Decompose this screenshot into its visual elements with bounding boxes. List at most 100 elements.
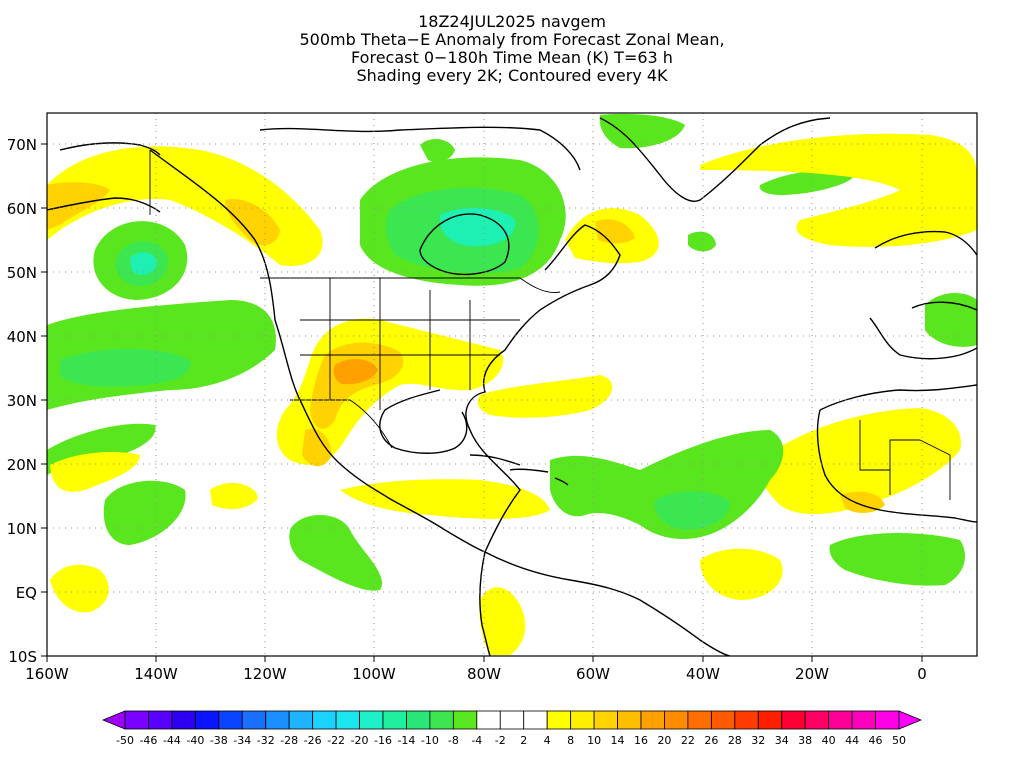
lat-label-60n: 60N [7,200,37,218]
coast-alaska [59,142,161,156]
title-line-1: 18Z24JUL2025 navgem [418,12,606,31]
title-line-4: Shading every 2K; Contoured every 4K [356,66,668,85]
lon-tick-labels: 160W 140W 120W 100W 80W 60W 40W 20W 0 [25,665,927,683]
colorbar-box [828,710,853,730]
colorbar-label: 14 [611,734,625,747]
lon-label-100w: 100W [352,665,396,683]
shade-pos-trop-atlantic [700,548,783,600]
colorbar-label: 32 [751,734,765,747]
colorbar-label: -38 [210,734,228,747]
colorbar-box [781,710,806,730]
lat-label-30n: 30N [7,392,37,410]
colorbar-label: 44 [845,734,859,747]
colorbar-label: -46 [139,734,157,747]
shade-neg-gulf-guinea [829,533,965,586]
shade-neg-gulf-alaska-center [130,252,157,275]
colorbar-label: -14 [397,734,415,747]
colorbar-box [406,710,431,730]
borders [149,150,951,500]
border-africa [859,420,951,500]
lat-label-10n: 10N [7,520,37,538]
colorbar-box [546,710,572,730]
colorbar-label: 20 [657,734,671,747]
coast-caribbean [469,454,569,486]
coast-hudson-bay [419,213,510,276]
colorbar-label: 26 [704,734,718,747]
colorbar-box [804,710,830,730]
colorbar-label: 10 [587,734,601,747]
shade-neg-greenland [599,113,685,149]
colorbar-box [218,710,243,730]
lat-tick-labels: 70N 60N 50N 40N 30N 20N 10N EQ 10S [7,136,37,666]
colorbar-label: 28 [728,734,742,747]
colorbar-label: -32 [257,734,275,747]
colorbar-box [757,710,783,730]
colorbar-box [875,710,900,730]
colorbar-label: -10 [421,734,439,747]
colorbar-label: 2 [520,734,527,747]
colorbar-box [335,710,360,730]
title-line-2: 500mb Theta−E Anomaly from Forecast Zona… [299,30,725,49]
coast-gulf-mexico [379,389,468,454]
chart-title: 18Z24JUL2025 navgem 500mb Theta−E Anomal… [0,0,1024,85]
colorbar-box [570,710,595,730]
colorbar-box [617,710,642,730]
colorbar-box [265,710,290,730]
tick-marks-lat [41,143,47,657]
colorbar-labels: -50 -46 -44 -40 -38 -34 -32 -28 -26 -22 -20 -16 -14-… [116,734,906,747]
colorbar-box [687,710,712,730]
border-us-mexico [290,399,393,449]
colorbar-box [452,710,478,730]
colorbar-label: 34 [775,734,789,747]
shade-neg-atlantic-small [688,231,716,252]
lon-label-140w: 140W [134,665,178,683]
colorbar-label: 8 [567,734,574,747]
shade-pos-west-africa-core [840,491,885,513]
colorbar-label: -40 [186,734,204,747]
shade-neg-tropical-pacific-3 [289,515,383,591]
colorbar-label: -28 [280,734,298,747]
coast-north-america-east [465,224,621,553]
colorbar-box [734,710,759,730]
lon-label-160w: 160W [25,665,69,683]
colorbar-label: 50 [892,734,906,747]
coast-africa [816,384,977,523]
lat-label-50n: 50N [7,264,37,282]
shade-pos-tropical-pacific-2 [50,564,109,613]
coastlines [47,117,977,656]
shade-neg-tropical-pacific-2 [103,480,186,545]
colorbar-label: -16 [374,734,392,747]
lat-label-20n: 20N [7,456,37,474]
colorbar-box [640,710,665,730]
shade-neg-baffin [420,138,455,162]
colorbar-label: 40 [822,734,836,747]
coast-canada-north [259,126,581,171]
shade-neg-subtropical-pacific-core [60,348,191,387]
coast-greenland [599,117,831,202]
lat-label-eq: EQ [16,584,37,602]
shade-neg-canada-center [439,208,516,247]
colorbar-label: -26 [304,734,322,747]
colorbar-boxes [101,710,923,730]
border-states-1 [300,278,520,410]
colorbar-label: -50 [116,734,134,747]
colorbar-label: 38 [798,734,812,747]
colorbar-box [593,710,618,730]
colorbar-label: -22 [327,734,345,747]
colorbar-box [851,710,876,730]
colorbar-box [476,710,501,730]
colorbar-box [124,710,149,730]
colorbar-box [499,710,525,730]
shade-pos-atlantic-band [477,375,613,418]
shade-pos-mexico-core [302,428,332,467]
colorbar-box [171,710,196,730]
lat-label-70n: 70N [7,136,37,154]
colorbar-label: -4 [471,734,482,747]
colorbar-box [710,710,736,730]
lon-label-0: 0 [917,665,927,683]
colorbar-box [359,710,384,730]
colorbar-label: 4 [544,734,551,747]
colorbar-box [382,710,407,730]
colorbar-box [523,710,548,730]
colorbar-label: 22 [681,734,695,747]
